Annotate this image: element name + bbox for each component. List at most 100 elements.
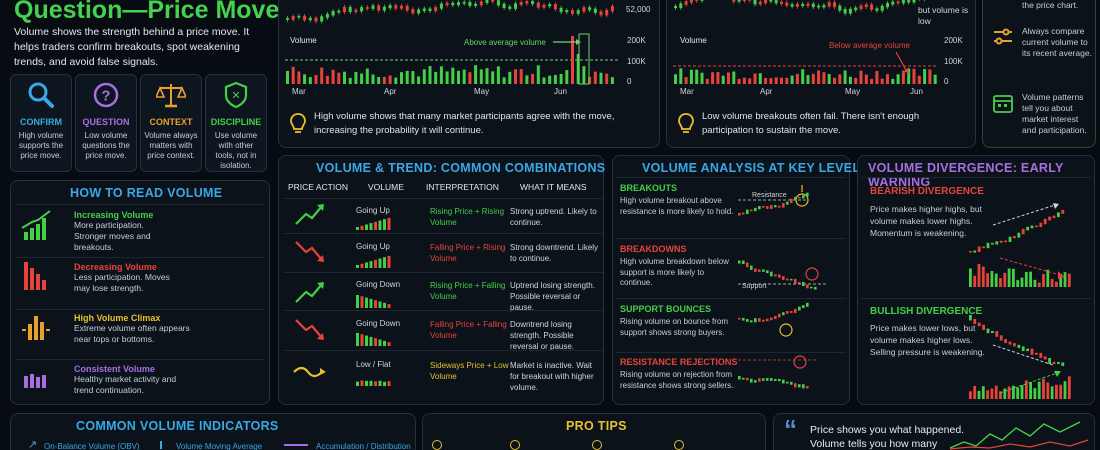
- volume-bar: [795, 73, 799, 84]
- volume-bar: [582, 66, 586, 84]
- volume-tick: 0: [627, 77, 632, 86]
- candle: [798, 306, 801, 311]
- volume-direction: Going Down: [356, 319, 401, 328]
- candle: [462, 1, 466, 4]
- volume-bar: [1037, 282, 1041, 287]
- annotation: Above average volume: [464, 38, 546, 47]
- candle: [738, 260, 741, 264]
- meaning: Downtrend losing strength. Possible reve…: [510, 320, 575, 351]
- candle: [417, 9, 421, 14]
- sliders-icon: [992, 26, 1014, 53]
- page-title: Question—Price Moves: [14, 0, 294, 24]
- volume-bar: [994, 385, 998, 399]
- volume-bar: [365, 335, 368, 346]
- read-item: Consistent Volume Healthy market activit…: [74, 364, 264, 396]
- candle: [411, 8, 415, 14]
- bar-icon: [160, 441, 170, 449]
- candle-wick: [492, 0, 494, 4]
- volume-bar: [923, 69, 927, 84]
- section-title: VOLUME DIVERGENCE: EARLY WARNING: [868, 161, 1064, 189]
- level-title: BREAKDOWNS: [620, 244, 687, 254]
- volume-direction: Going Up: [356, 242, 390, 251]
- volume-bar: [474, 65, 478, 84]
- indicator-item: On-Balance Volume (OBV): [44, 442, 140, 450]
- volume-bar: [491, 71, 495, 84]
- volume-bar: [291, 66, 295, 84]
- volume-bar: [994, 273, 998, 287]
- candle: [766, 206, 769, 209]
- volume-bar: [785, 77, 789, 84]
- candle: [1008, 236, 1012, 243]
- read-item-desc: Healthy market activity and trend contin…: [74, 374, 177, 395]
- volume-bar: [387, 381, 391, 386]
- candle: [542, 4, 546, 8]
- candle: [806, 192, 809, 197]
- volume-bar: [986, 390, 989, 399]
- volume-bar: [886, 74, 889, 84]
- candle: [1026, 226, 1029, 231]
- candle-wick: [749, 0, 751, 3]
- bearish-desc: Price makes higher highs, but volume mak…: [870, 204, 982, 238]
- increasing-volume-icon: [21, 210, 51, 240]
- candle: [912, 0, 916, 3]
- card-title: QUESTION: [82, 117, 130, 127]
- volume-bar: [434, 71, 438, 84]
- question-icon: ?: [76, 75, 136, 115]
- volume-bar: [610, 77, 614, 84]
- indicators-panel: [10, 413, 416, 450]
- candle: [896, 1, 900, 4]
- candle: [371, 5, 375, 9]
- read-item: Decreasing Volume Less participation. Mo…: [74, 262, 264, 294]
- candle: [790, 198, 793, 204]
- volume-bar: [859, 70, 863, 84]
- candle: [360, 7, 364, 12]
- level-desc: High volume breakdown below support is m…: [620, 257, 729, 287]
- volume-bar: [817, 70, 821, 84]
- volume-bar: [790, 75, 794, 84]
- candle: [365, 7, 369, 9]
- volume-bar: [973, 385, 977, 399]
- candle: [750, 209, 753, 212]
- volume-bar: [571, 36, 574, 84]
- candle: [742, 317, 745, 321]
- volume-bar: [1029, 271, 1032, 287]
- volume-bar: [411, 71, 415, 84]
- candle: [1026, 348, 1029, 352]
- candle: [786, 278, 789, 281]
- uptrend-arrow-icon: [295, 282, 324, 303]
- volume-bar: [928, 69, 932, 84]
- volume-bar: [496, 66, 500, 84]
- candle: [806, 3, 810, 6]
- meaning: Market is inactive. Wait for breakout wi…: [510, 361, 594, 392]
- candle: [801, 3, 805, 6]
- candle: [742, 212, 745, 215]
- candle: [758, 318, 761, 322]
- volume-bar: [969, 391, 972, 399]
- volume-bar: [1067, 273, 1071, 287]
- volume-bar: [716, 72, 720, 84]
- trend-arrow-icon: ↗: [28, 439, 38, 450]
- volume-bar: [377, 76, 381, 84]
- candle: [434, 7, 438, 12]
- candle: [790, 4, 794, 7]
- read-item-desc: More participation. Stronger moves and b…: [74, 220, 151, 252]
- annotation: Below average volume: [829, 41, 910, 50]
- candle: [766, 318, 769, 322]
- candle: [394, 5, 398, 9]
- candle: [428, 8, 432, 12]
- candle: [811, 3, 815, 8]
- candle: [769, 0, 773, 2]
- volume-bar: [378, 220, 382, 230]
- candle: [742, 0, 746, 2]
- candle: [548, 4, 552, 7]
- volume-bar: [360, 380, 364, 386]
- volume-bar: [303, 74, 307, 84]
- volume-bar: [514, 69, 517, 84]
- volume-bar: [1050, 386, 1054, 399]
- candle: [738, 212, 741, 216]
- volume-bar: [695, 69, 699, 84]
- quote-line: Volume tells you how many: [810, 438, 938, 450]
- candle: [314, 17, 318, 22]
- candle: [901, 0, 905, 4]
- candle: [854, 7, 858, 11]
